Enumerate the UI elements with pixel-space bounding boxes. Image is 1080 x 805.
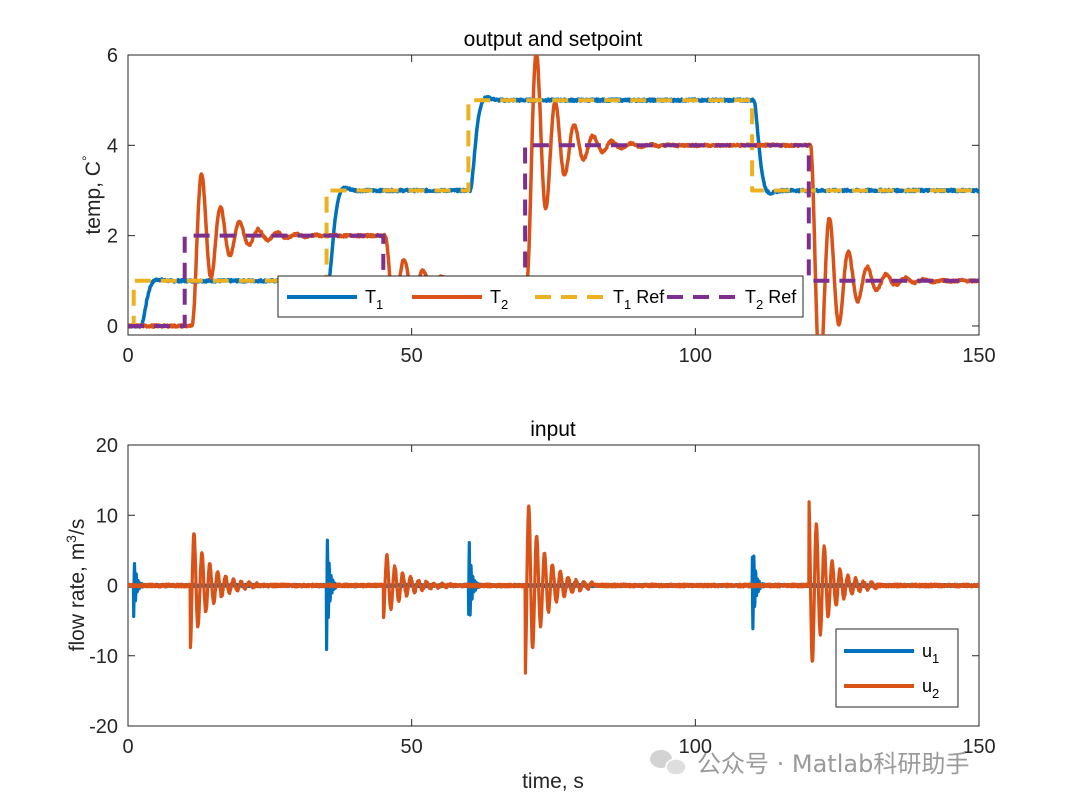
legend-label: u1: [922, 641, 939, 666]
legend-label: T2: [490, 287, 508, 312]
x-tick-label: 0: [122, 345, 133, 367]
y-tick-label: 0: [107, 316, 118, 338]
x-tick-label: 100: [679, 345, 712, 367]
legend-entry: u1: [844, 641, 939, 666]
watermark: 公众号 · Matlab科研助手: [650, 750, 969, 778]
legend-entry: T1 Ref: [535, 287, 665, 312]
legend-top: T1 T2 T1 Ref T2 Ref: [277, 275, 804, 318]
x-tick-label: 0: [122, 736, 133, 758]
legend-label: T1 Ref: [613, 287, 665, 312]
y-tick-label: 2: [107, 226, 118, 248]
legend-label: T1: [365, 287, 383, 312]
svg-text:公众号 · Matlab科研助手: 公众号 · Matlab科研助手: [697, 750, 969, 778]
x-tick-label: 50: [401, 736, 423, 758]
series-line-t2: [128, 55, 979, 335]
axes-output-setpoint: 0 50 100 150 0 2 4 6 output and setpoint temp, …: [79, 28, 996, 367]
legend-entry: u2: [844, 676, 939, 701]
y-tick-label: 4: [107, 135, 118, 157]
y-axis-label-bottom: flow rate, m3/s: [63, 519, 89, 652]
axes-input: 0 50 100 150 -20 -10 0 10 20 input flow rate, m3…: [63, 418, 996, 793]
ticks-top: 0 50 100 150 0 2 4 6: [107, 45, 996, 367]
y-tick-label: 10: [96, 505, 118, 527]
wechat-logo-icon: [650, 750, 687, 776]
legend-entry: T1: [287, 287, 383, 312]
series-line-u2: [128, 500, 979, 675]
ticks-bottom: 0 50 100 150 -20 -10 0 10 20: [89, 435, 996, 758]
x-tick-label: 150: [962, 736, 995, 758]
legend-entry: T2 Ref: [667, 287, 797, 312]
y-tick-label: 0: [107, 576, 118, 598]
legend-label: T2 Ref: [745, 287, 797, 312]
chart-title-top: output and setpoint: [464, 28, 643, 51]
x-tick-label: 100: [679, 736, 712, 758]
y-axis-label-top: temp, C°: [79, 155, 105, 234]
y-tick-label: -10: [89, 646, 118, 668]
y-tick-label: 6: [107, 45, 118, 67]
legend-label: u2: [922, 676, 939, 701]
y-tick-label: 20: [96, 435, 118, 457]
legend-entry: T2: [412, 287, 508, 312]
x-axis-label: time, s: [522, 770, 584, 793]
series-top: [128, 55, 979, 335]
series-bottom: [128, 500, 979, 675]
x-tick-label: 150: [962, 345, 995, 367]
series-line-t2-ref: [128, 143, 979, 328]
y-tick-label: -20: [89, 716, 118, 738]
chart-title-bottom: input: [530, 418, 576, 441]
x-tick-label: 50: [401, 345, 423, 367]
